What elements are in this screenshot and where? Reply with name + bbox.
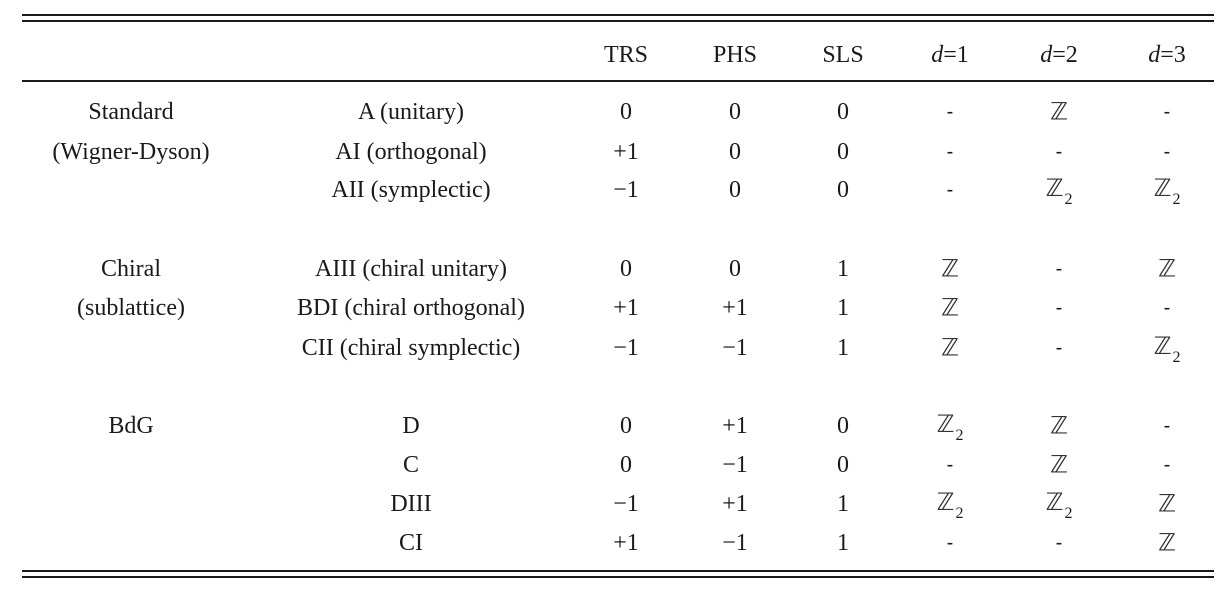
class-name-cell: AII (symplectic) — [331, 177, 491, 203]
cell-sls: 0 — [837, 139, 849, 165]
cell-sls: 0 — [837, 452, 849, 478]
cell-phs: +1 — [722, 295, 748, 321]
cell-d3: - — [1163, 415, 1171, 437]
group-label: Chiral — [101, 256, 161, 282]
class-name-cell: BDI (chiral orthogonal) — [297, 295, 525, 321]
group-label: (sublattice) — [77, 295, 185, 321]
cell-d3: - — [1163, 297, 1171, 319]
bottom-rule-2 — [22, 576, 1214, 578]
cell-trs: −1 — [613, 491, 639, 517]
class-name-cell: AI (orthogonal) — [335, 139, 487, 165]
cell-d1: - — [946, 179, 954, 201]
header-phs: PHS — [712, 42, 758, 68]
cell-sls: 1 — [837, 491, 849, 517]
cell-d3: - — [1163, 454, 1171, 476]
cell-sls: 0 — [837, 177, 849, 203]
group-label: (Wigner-Dyson) — [52, 139, 210, 165]
bottom-rule-1 — [22, 570, 1214, 572]
cell-trs: +1 — [613, 530, 639, 556]
group-label: Standard — [88, 99, 174, 125]
top-rule-1 — [22, 14, 1214, 16]
cell-phs: 0 — [729, 139, 741, 165]
cell-phs: 0 — [729, 256, 741, 282]
cell-d2: - — [1055, 141, 1063, 163]
cell-trs: 0 — [620, 413, 632, 439]
cell-d2: ℤ2 — [1045, 488, 1073, 522]
group-label: BdG — [108, 413, 154, 439]
cell-d2: - — [1055, 337, 1063, 359]
cell-trs: −1 — [613, 177, 639, 203]
cell-d1: ℤ — [941, 333, 959, 362]
cell-sls: 1 — [837, 295, 849, 321]
cell-d2: ℤ2 — [1045, 174, 1073, 208]
header-sls: SLS — [822, 42, 864, 68]
cell-trs: +1 — [613, 139, 639, 165]
cell-d3: ℤ — [1158, 254, 1176, 283]
cell-trs: 0 — [620, 99, 632, 125]
class-name-cell: A (unitary) — [358, 99, 464, 125]
cell-d1: ℤ — [941, 254, 959, 283]
cell-d2: ℤ — [1050, 97, 1068, 126]
cell-phs: −1 — [722, 335, 748, 361]
cell-d3: - — [1163, 101, 1171, 123]
cell-d2: ℤ — [1050, 450, 1068, 479]
header-trs: TRS — [603, 42, 649, 68]
class-name-cell: C — [402, 452, 420, 478]
top-rule-2 — [22, 20, 1214, 22]
cell-sls: 1 — [837, 256, 849, 282]
header-rule — [22, 80, 1214, 82]
cell-d3: - — [1163, 141, 1171, 163]
cell-sls: 1 — [837, 335, 849, 361]
class-name-cell: D — [402, 413, 420, 439]
header-d2: d=2 — [1040, 42, 1078, 68]
class-name-cell: CI — [399, 530, 423, 556]
cell-d1: ℤ2 — [936, 488, 964, 522]
cell-d1: - — [946, 532, 954, 554]
cell-d3: ℤ2 — [1153, 332, 1181, 366]
cell-d1: ℤ2 — [936, 410, 964, 444]
cell-phs: +1 — [722, 491, 748, 517]
class-name-cell: CII (chiral symplectic) — [301, 335, 521, 361]
cell-d3: ℤ — [1158, 489, 1176, 518]
cell-trs: +1 — [613, 295, 639, 321]
cell-d3: ℤ — [1158, 528, 1176, 557]
header-d3: d=3 — [1148, 42, 1186, 68]
cell-d3: ℤ2 — [1153, 174, 1181, 208]
cell-trs: −1 — [613, 335, 639, 361]
class-name-cell: DIII — [390, 491, 432, 517]
cell-phs: −1 — [722, 452, 748, 478]
cell-phs: 0 — [729, 177, 741, 203]
cell-d2: - — [1055, 258, 1063, 280]
header-d1: d=1 — [931, 42, 969, 68]
cell-d2: - — [1055, 532, 1063, 554]
class-name-cell: AIII (chiral unitary) — [315, 256, 507, 282]
cell-trs: 0 — [620, 256, 632, 282]
cell-d2: - — [1055, 297, 1063, 319]
cell-d1: - — [946, 141, 954, 163]
cell-sls: 1 — [837, 530, 849, 556]
cell-sls: 0 — [837, 413, 849, 439]
cell-phs: −1 — [722, 530, 748, 556]
cell-d1: - — [946, 101, 954, 123]
cell-d1: - — [946, 454, 954, 476]
cell-d1: ℤ — [941, 293, 959, 322]
cell-trs: 0 — [620, 452, 632, 478]
cell-phs: 0 — [729, 99, 741, 125]
cell-phs: +1 — [722, 413, 748, 439]
cell-sls: 0 — [837, 99, 849, 125]
cell-d2: ℤ — [1050, 411, 1068, 440]
